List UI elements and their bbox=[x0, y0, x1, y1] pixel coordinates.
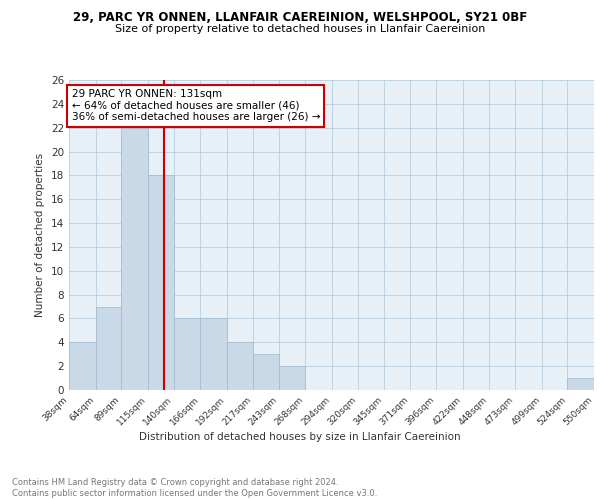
Bar bbox=[173, 318, 200, 390]
Text: Size of property relative to detached houses in Llanfair Caereinion: Size of property relative to detached ho… bbox=[115, 24, 485, 34]
Bar bbox=[121, 128, 148, 390]
Bar bbox=[568, 378, 594, 390]
Text: Distribution of detached houses by size in Llanfair Caereinion: Distribution of detached houses by size … bbox=[139, 432, 461, 442]
Bar bbox=[148, 176, 173, 390]
Text: 29 PARC YR ONNEN: 131sqm
← 64% of detached houses are smaller (46)
36% of semi-d: 29 PARC YR ONNEN: 131sqm ← 64% of detach… bbox=[71, 90, 320, 122]
Bar bbox=[95, 306, 121, 390]
Bar bbox=[200, 318, 227, 390]
Bar bbox=[279, 366, 305, 390]
Bar bbox=[253, 354, 279, 390]
Bar bbox=[227, 342, 253, 390]
Y-axis label: Number of detached properties: Number of detached properties bbox=[35, 153, 46, 317]
Text: Contains HM Land Registry data © Crown copyright and database right 2024.
Contai: Contains HM Land Registry data © Crown c… bbox=[12, 478, 377, 498]
Text: 29, PARC YR ONNEN, LLANFAIR CAEREINION, WELSHPOOL, SY21 0BF: 29, PARC YR ONNEN, LLANFAIR CAEREINION, … bbox=[73, 11, 527, 24]
Bar bbox=[69, 342, 95, 390]
